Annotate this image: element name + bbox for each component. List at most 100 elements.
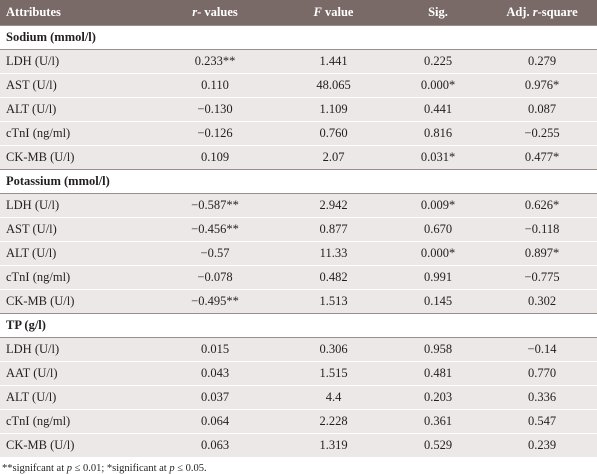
cell-f-value: 1.319 xyxy=(278,433,389,457)
cell-adj-r-square: 0.770 xyxy=(487,361,597,386)
section-title: Sodium (mmol/l) xyxy=(0,25,597,50)
cell-attribute: ALT (U/l) xyxy=(0,241,152,266)
cell-adj-r-square: 0.239 xyxy=(487,433,597,457)
header-r-italic: r xyxy=(192,5,198,19)
cell-sig: 0.991 xyxy=(389,265,487,290)
cell-sig: 0.816 xyxy=(389,121,487,146)
cell-attribute: CK-MB (U/l) xyxy=(0,145,152,170)
cell-attribute: ALT (U/l) xyxy=(0,97,152,122)
table-row: CK-MB (U/l) −0.495** 1.513 0.145 0.302 xyxy=(0,289,597,314)
cell-r-value: −0.078 xyxy=(152,265,278,290)
cell-sig: 0.203 xyxy=(389,385,487,410)
section-row: Sodium (mmol/l) xyxy=(0,25,597,50)
section-title: Potassium (mmol/l) xyxy=(0,169,597,194)
header-adj-r-square: Adj. r-square xyxy=(487,0,597,26)
footnote-part1: **signifcant at xyxy=(2,463,67,474)
cell-r-value: −0.57 xyxy=(152,241,278,266)
cell-f-value: 4.4 xyxy=(278,385,389,410)
table-footnote: **signifcant at p ≤ 0.01; *significant a… xyxy=(0,457,597,474)
cell-attribute: AAT (U/l) xyxy=(0,361,152,386)
cell-r-value: −0.587** xyxy=(152,193,278,218)
cell-adj-r-square: 0.336 xyxy=(487,385,597,410)
cell-r-value: 0.037 xyxy=(152,385,278,410)
footnote-part2: ≤ 0.01; *significant at xyxy=(71,463,170,474)
cell-r-value: 0.043 xyxy=(152,361,278,386)
table-row: cTnI (ng/ml) −0.078 0.482 0.991 −0.775 xyxy=(0,265,597,290)
cell-f-value: 11.33 xyxy=(278,241,389,266)
table-row: ALT (U/l) −0.57 11.33 0.000* 0.897* xyxy=(0,241,597,266)
cell-r-value: −0.126 xyxy=(152,121,278,146)
cell-adj-r-square: −0.775 xyxy=(487,265,597,290)
cell-attribute: AST (U/l) xyxy=(0,73,152,98)
cell-sig: 0.361 xyxy=(389,409,487,434)
cell-f-value: 2.07 xyxy=(278,145,389,170)
cell-sig: 0.670 xyxy=(389,217,487,242)
cell-f-value: 1.515 xyxy=(278,361,389,386)
header-attributes: Attributes xyxy=(0,0,152,26)
table-row: LDH (U/l) −0.587** 2.942 0.009* 0.626* xyxy=(0,193,597,218)
cell-sig: 0.031* xyxy=(389,145,487,170)
cell-f-value: 1.513 xyxy=(278,289,389,314)
header-f-rest: value xyxy=(321,5,354,19)
cell-adj-r-square: 0.477* xyxy=(487,145,597,170)
cell-attribute: CK-MB (U/l) xyxy=(0,433,152,457)
cell-sig: 0.441 xyxy=(389,97,487,122)
table-row: cTnI (ng/ml) −0.126 0.760 0.816 −0.255 xyxy=(0,121,597,146)
header-f-italic: F xyxy=(313,5,322,19)
cell-attribute: cTnI (ng/ml) xyxy=(0,121,152,146)
cell-attribute: LDH (U/l) xyxy=(0,337,152,362)
cell-r-value: −0.130 xyxy=(152,97,278,122)
cell-sig: 0.145 xyxy=(389,289,487,314)
section-row: TP (g/l) xyxy=(0,313,597,338)
cell-r-value: 0.109 xyxy=(152,145,278,170)
cell-r-value: 0.064 xyxy=(152,409,278,434)
cell-adj-r-square: −0.255 xyxy=(487,121,597,146)
cell-attribute: LDH (U/l) xyxy=(0,49,152,74)
cell-f-value: 1.109 xyxy=(278,97,389,122)
cell-f-value: 0.306 xyxy=(278,337,389,362)
cell-sig: 0.000* xyxy=(389,241,487,266)
footnote-part3: ≤ 0.05. xyxy=(174,463,207,474)
cell-adj-r-square: 0.897* xyxy=(487,241,597,266)
cell-attribute: cTnI (ng/ml) xyxy=(0,265,152,290)
table-row: AST (U/l) 0.110 48.065 0.000* 0.976* xyxy=(0,73,597,98)
header-r-values: r- values xyxy=(152,0,278,26)
header-row: Attributes r- values F value Sig. Adj. r… xyxy=(0,0,597,26)
table-row: CK-MB (U/l) 0.109 2.07 0.031* 0.477* xyxy=(0,145,597,170)
table-row: LDH (U/l) 0.233** 1.441 0.225 0.279 xyxy=(0,49,597,74)
table-row: CK-MB (U/l) 0.063 1.319 0.529 0.239 xyxy=(0,433,597,457)
cell-adj-r-square: −0.14 xyxy=(487,337,597,362)
header-r-rest: - values xyxy=(197,5,238,19)
cell-adj-r-square: 0.626* xyxy=(487,193,597,218)
cell-r-value: 0.110 xyxy=(152,73,278,98)
cell-f-value: 2.228 xyxy=(278,409,389,434)
header-sig: Sig. xyxy=(389,0,487,26)
cell-r-value: −0.495** xyxy=(152,289,278,314)
cell-f-value: 0.877 xyxy=(278,217,389,242)
cell-attribute: LDH (U/l) xyxy=(0,193,152,218)
cell-attribute: AST (U/l) xyxy=(0,217,152,242)
cell-sig: 0.009* xyxy=(389,193,487,218)
header-f-value: F value xyxy=(278,0,389,26)
correlation-table: Attributes r- values F value Sig. Adj. r… xyxy=(0,0,597,457)
table-row: ALT (U/l) −0.130 1.109 0.441 0.087 xyxy=(0,97,597,122)
cell-adj-r-square: 0.976* xyxy=(487,73,597,98)
table-row: ALT (U/l) 0.037 4.4 0.203 0.336 xyxy=(0,385,597,410)
table-body: Sodium (mmol/l) LDH (U/l) 0.233** 1.441 0.22… xyxy=(0,25,597,457)
header-adj-prefix: Adj. xyxy=(506,5,533,19)
table-row: LDH (U/l) 0.015 0.306 0.958 −0.14 xyxy=(0,337,597,362)
cell-f-value: 1.441 xyxy=(278,49,389,74)
cell-sig: 0.000* xyxy=(389,73,487,98)
cell-f-value: 2.942 xyxy=(278,193,389,218)
cell-adj-r-square: −0.118 xyxy=(487,217,597,242)
cell-attribute: cTnI (ng/ml) xyxy=(0,409,152,434)
cell-attribute: ALT (U/l) xyxy=(0,385,152,410)
section-title: TP (g/l) xyxy=(0,313,597,338)
section-row: Potassium (mmol/l) xyxy=(0,169,597,194)
cell-sig: 0.481 xyxy=(389,361,487,386)
cell-r-value: 0.063 xyxy=(152,433,278,457)
cell-attribute: CK-MB (U/l) xyxy=(0,289,152,314)
table-header: Attributes r- values F value Sig. Adj. r… xyxy=(0,0,597,26)
cell-sig: 0.225 xyxy=(389,49,487,74)
cell-f-value: 0.760 xyxy=(278,121,389,146)
